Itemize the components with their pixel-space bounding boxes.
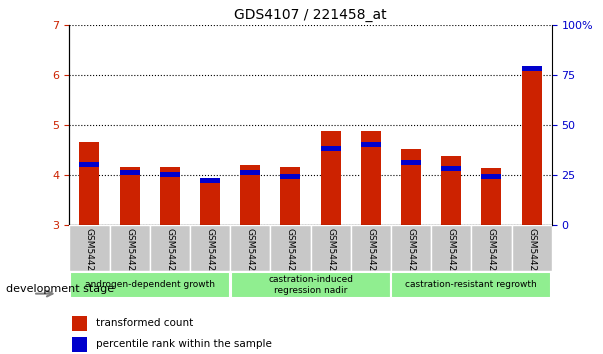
Bar <box>230 272 391 298</box>
Bar <box>441 166 461 171</box>
Bar <box>190 225 230 271</box>
Bar <box>511 225 552 271</box>
Bar <box>522 66 541 71</box>
Text: castration-resistant regrowth: castration-resistant regrowth <box>405 280 537 290</box>
Text: transformed count: transformed count <box>96 318 194 328</box>
Bar <box>150 225 190 271</box>
Text: GSM544232: GSM544232 <box>206 228 215 283</box>
Text: androgen-dependent growth: androgen-dependent growth <box>85 280 215 290</box>
Title: GDS4107 / 221458_at: GDS4107 / 221458_at <box>234 8 387 22</box>
Bar <box>200 178 220 225</box>
Bar <box>69 225 110 271</box>
Text: GSM544230: GSM544230 <box>125 228 134 283</box>
Bar <box>311 225 351 271</box>
Bar <box>361 131 381 225</box>
Bar <box>119 170 140 175</box>
Bar <box>240 165 260 225</box>
Text: GSM544234: GSM544234 <box>286 228 295 283</box>
Bar <box>160 172 180 177</box>
Bar <box>200 178 220 183</box>
Bar <box>280 174 300 179</box>
Text: GSM544233: GSM544233 <box>246 228 254 283</box>
Bar <box>270 225 311 271</box>
Bar <box>110 225 150 271</box>
Bar <box>391 225 431 271</box>
Bar <box>70 272 230 298</box>
Bar <box>72 316 87 331</box>
Text: castration-induced
regression nadir: castration-induced regression nadir <box>268 275 353 295</box>
Bar <box>441 156 461 225</box>
Bar <box>401 149 421 225</box>
Bar <box>351 225 391 271</box>
Bar <box>361 142 381 147</box>
Bar <box>80 142 99 225</box>
Text: development stage: development stage <box>6 284 114 293</box>
Bar <box>481 174 502 179</box>
Text: GSM544240: GSM544240 <box>527 228 536 283</box>
Bar <box>230 225 270 271</box>
Bar <box>431 225 472 271</box>
Bar <box>119 167 140 225</box>
Bar <box>240 170 260 175</box>
Bar <box>160 167 180 225</box>
Text: GSM544231: GSM544231 <box>165 228 174 283</box>
Bar <box>72 337 87 352</box>
Bar <box>472 225 511 271</box>
Text: GSM544236: GSM544236 <box>367 228 375 283</box>
Text: GSM544238: GSM544238 <box>447 228 456 283</box>
Bar <box>481 168 502 225</box>
Bar <box>401 160 421 165</box>
Text: percentile rank within the sample: percentile rank within the sample <box>96 339 273 349</box>
Bar <box>391 272 551 298</box>
Bar <box>280 167 300 225</box>
Text: GSM544239: GSM544239 <box>487 228 496 283</box>
Bar <box>321 131 341 225</box>
Bar <box>522 67 541 225</box>
Text: GSM544235: GSM544235 <box>326 228 335 283</box>
Text: GSM544237: GSM544237 <box>406 228 415 283</box>
Bar <box>321 146 341 151</box>
Text: GSM544229: GSM544229 <box>85 228 94 283</box>
Bar <box>80 162 99 167</box>
